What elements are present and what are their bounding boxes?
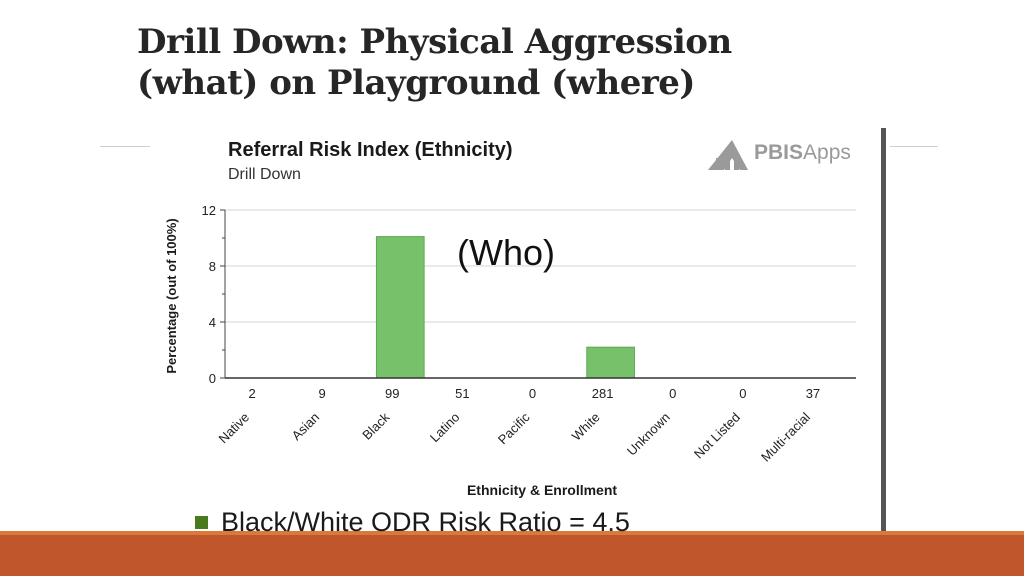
bullet-item: Black/White ODR Risk Ratio = 4.5 <box>195 504 630 540</box>
right-divider <box>890 146 938 147</box>
chart-bars <box>375 236 635 379</box>
category-label: Not Listed <box>691 410 743 462</box>
category-label: Native <box>216 410 253 447</box>
enrollment-label: 2 <box>248 386 255 401</box>
svg-text:PBISApps: PBISApps <box>754 141 851 164</box>
enrollment-label: 51 <box>455 386 469 401</box>
category-label: Unknown <box>624 410 673 459</box>
who-callout: (Who) <box>457 232 555 273</box>
enrollment-label: 0 <box>529 386 536 401</box>
enrollment-label: 99 <box>385 386 399 401</box>
category-label: Asian <box>289 410 323 444</box>
pbis-logo-suffix: Apps <box>803 141 851 164</box>
category-label: White <box>569 410 603 444</box>
chart-title: Referral Risk Index (Ethnicity) <box>228 139 513 161</box>
category-label: Latino <box>427 410 463 446</box>
category-label: Pacific <box>495 409 533 447</box>
slide-title-line-1: Drill Down: Physical Aggression <box>137 22 732 62</box>
enrollment-label: 0 <box>669 386 676 401</box>
y-tick-label: 0 <box>209 371 216 386</box>
bullet-text: Black/White ODR Risk Ratio = 4.5 <box>221 506 630 537</box>
y-axis-title: Percentage (out of 100%) <box>164 218 179 373</box>
pbis-logo: PBISApps <box>708 140 851 170</box>
enrollment-label: 9 <box>319 386 326 401</box>
slide-title-line-2: (what) on Playground (where) <box>137 63 696 103</box>
bar-white <box>586 346 635 379</box>
left-divider <box>100 146 150 147</box>
y-tick-label: 4 <box>209 315 216 330</box>
chart-panel-edge <box>881 128 886 538</box>
bar-black <box>375 236 425 379</box>
chart-subtitle: Drill Down <box>228 166 301 183</box>
y-tick-label: 12 <box>202 203 216 218</box>
slide-title: Drill Down: Physical Aggression (what) o… <box>137 22 897 104</box>
x-axis: 2 Native 9 Asian 99 Black 51 Latino 0 Pacific 281 W… <box>216 377 856 465</box>
y-axis: 0 4 8 12 <box>202 203 226 386</box>
enrollment-label: 281 <box>592 386 614 401</box>
x-axis-title: Ethnicity & Enrollment <box>467 482 617 498</box>
category-label: Multi-racial <box>758 409 813 464</box>
y-tick-label: 8 <box>209 259 216 274</box>
enrollment-label: 37 <box>806 386 820 401</box>
footer-accent <box>0 531 1024 535</box>
pbis-logo-icon <box>708 140 748 170</box>
bullet-square-icon <box>195 515 208 529</box>
chart-panel: Referral Risk Index (Ethnicity) Drill Do… <box>150 128 883 538</box>
risk-index-chart: Referral Risk Index (Ethnicity) Drill Do… <box>164 139 856 498</box>
footer-bar <box>0 531 1024 576</box>
enrollment-label: 0 <box>739 386 746 401</box>
pbis-logo-brand: PBIS <box>754 141 803 164</box>
chart-gridlines <box>225 209 856 323</box>
category-label: Black <box>359 409 392 442</box>
